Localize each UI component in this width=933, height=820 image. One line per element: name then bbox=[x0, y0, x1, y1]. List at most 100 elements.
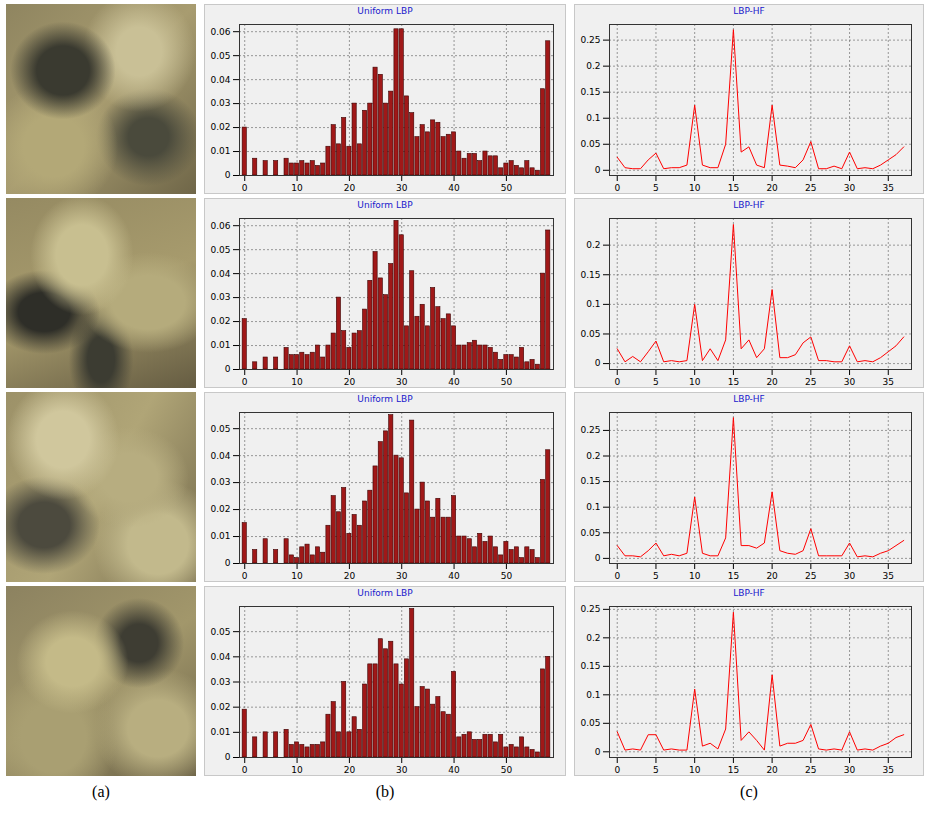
svg-text:5: 5 bbox=[653, 571, 659, 581]
svg-text:0.03: 0.03 bbox=[210, 98, 230, 108]
svg-text:0.05: 0.05 bbox=[210, 627, 230, 637]
svg-text:0.2: 0.2 bbox=[586, 451, 600, 461]
svg-text:0.15: 0.15 bbox=[580, 661, 600, 671]
svg-text:0.04: 0.04 bbox=[210, 652, 230, 662]
svg-text:0: 0 bbox=[225, 558, 231, 568]
svg-text:0.02: 0.02 bbox=[210, 122, 230, 132]
svg-text:30: 30 bbox=[396, 183, 408, 193]
svg-text:0.2: 0.2 bbox=[586, 633, 600, 643]
svg-text:0: 0 bbox=[595, 165, 601, 175]
svg-text:10: 10 bbox=[689, 571, 701, 581]
svg-text:5: 5 bbox=[653, 765, 659, 775]
svg-text:25: 25 bbox=[805, 377, 816, 387]
svg-text:20: 20 bbox=[344, 571, 356, 581]
svg-text:0.2: 0.2 bbox=[586, 61, 600, 71]
svg-text:10: 10 bbox=[689, 183, 701, 193]
svg-text:0.05: 0.05 bbox=[210, 245, 230, 255]
svg-text:20: 20 bbox=[766, 571, 778, 581]
svg-text:0.05: 0.05 bbox=[580, 718, 600, 728]
svg-text:10: 10 bbox=[291, 377, 303, 387]
svg-text:0: 0 bbox=[595, 747, 601, 757]
svg-text:25: 25 bbox=[805, 571, 816, 581]
svg-text:0.04: 0.04 bbox=[210, 269, 230, 279]
svg-text:40: 40 bbox=[448, 571, 460, 581]
svg-text:5: 5 bbox=[653, 377, 659, 387]
svg-text:30: 30 bbox=[396, 571, 408, 581]
svg-text:40: 40 bbox=[448, 377, 460, 387]
svg-text:5: 5 bbox=[653, 183, 659, 193]
svg-text:0.02: 0.02 bbox=[210, 504, 230, 514]
svg-text:50: 50 bbox=[501, 377, 513, 387]
svg-text:15: 15 bbox=[728, 183, 739, 193]
svg-text:30: 30 bbox=[396, 765, 408, 775]
svg-text:35: 35 bbox=[883, 183, 894, 193]
svg-text:50: 50 bbox=[501, 571, 513, 581]
svg-text:0.01: 0.01 bbox=[210, 146, 230, 156]
svg-text:20: 20 bbox=[344, 183, 356, 193]
svg-text:0.06: 0.06 bbox=[210, 27, 230, 37]
svg-text:50: 50 bbox=[501, 183, 513, 193]
svg-text:10: 10 bbox=[291, 571, 303, 581]
svg-text:0: 0 bbox=[242, 765, 248, 775]
svg-text:35: 35 bbox=[883, 377, 894, 387]
svg-text:20: 20 bbox=[344, 765, 356, 775]
svg-text:0.25: 0.25 bbox=[580, 35, 600, 45]
svg-text:0: 0 bbox=[242, 377, 248, 387]
svg-text:0.25: 0.25 bbox=[580, 425, 600, 435]
svg-text:0: 0 bbox=[242, 183, 248, 193]
svg-text:15: 15 bbox=[728, 571, 739, 581]
svg-text:0.03: 0.03 bbox=[210, 292, 230, 302]
svg-text:0.1: 0.1 bbox=[586, 690, 600, 700]
svg-text:0.1: 0.1 bbox=[586, 113, 600, 123]
svg-text:0.06: 0.06 bbox=[210, 221, 230, 231]
svg-text:10: 10 bbox=[689, 377, 701, 387]
svg-text:0.15: 0.15 bbox=[580, 270, 600, 280]
svg-text:20: 20 bbox=[766, 183, 778, 193]
svg-text:0: 0 bbox=[614, 377, 620, 387]
svg-text:15: 15 bbox=[728, 377, 739, 387]
svg-text:20: 20 bbox=[766, 765, 778, 775]
svg-text:0.15: 0.15 bbox=[580, 476, 600, 486]
svg-text:15: 15 bbox=[728, 765, 739, 775]
svg-text:35: 35 bbox=[883, 571, 894, 581]
svg-text:0.05: 0.05 bbox=[210, 51, 230, 61]
svg-text:40: 40 bbox=[448, 765, 460, 775]
svg-text:30: 30 bbox=[844, 377, 856, 387]
svg-text:20: 20 bbox=[344, 377, 356, 387]
svg-text:0.02: 0.02 bbox=[210, 316, 230, 326]
svg-text:0.05: 0.05 bbox=[210, 424, 230, 434]
svg-text:0.1: 0.1 bbox=[586, 299, 600, 309]
svg-text:20: 20 bbox=[766, 377, 778, 387]
svg-text:0.04: 0.04 bbox=[210, 75, 230, 85]
svg-text:0.04: 0.04 bbox=[210, 451, 230, 461]
svg-text:25: 25 bbox=[805, 765, 816, 775]
svg-text:0.01: 0.01 bbox=[210, 531, 230, 541]
svg-text:0: 0 bbox=[225, 170, 231, 180]
svg-text:30: 30 bbox=[844, 765, 856, 775]
svg-text:0.03: 0.03 bbox=[210, 477, 230, 487]
svg-text:0: 0 bbox=[242, 571, 248, 581]
svg-text:0.25: 0.25 bbox=[580, 604, 600, 614]
svg-text:0.05: 0.05 bbox=[580, 329, 600, 339]
svg-text:30: 30 bbox=[396, 377, 408, 387]
svg-text:10: 10 bbox=[689, 765, 701, 775]
svg-text:0: 0 bbox=[614, 765, 620, 775]
svg-text:0.05: 0.05 bbox=[580, 528, 600, 538]
svg-text:25: 25 bbox=[805, 183, 816, 193]
svg-text:0: 0 bbox=[614, 183, 620, 193]
svg-text:0.01: 0.01 bbox=[210, 340, 230, 350]
svg-text:0.02: 0.02 bbox=[210, 702, 230, 712]
svg-text:30: 30 bbox=[844, 571, 856, 581]
svg-text:0: 0 bbox=[595, 358, 601, 368]
svg-text:0.01: 0.01 bbox=[210, 727, 230, 737]
svg-text:30: 30 bbox=[844, 183, 856, 193]
svg-text:0: 0 bbox=[614, 571, 620, 581]
svg-text:10: 10 bbox=[291, 183, 303, 193]
svg-text:0.2: 0.2 bbox=[586, 240, 600, 250]
svg-text:0.03: 0.03 bbox=[210, 677, 230, 687]
svg-text:0: 0 bbox=[225, 752, 231, 762]
svg-text:0: 0 bbox=[225, 364, 231, 374]
svg-text:10: 10 bbox=[291, 765, 303, 775]
svg-text:50: 50 bbox=[501, 765, 513, 775]
svg-text:0.05: 0.05 bbox=[580, 139, 600, 149]
